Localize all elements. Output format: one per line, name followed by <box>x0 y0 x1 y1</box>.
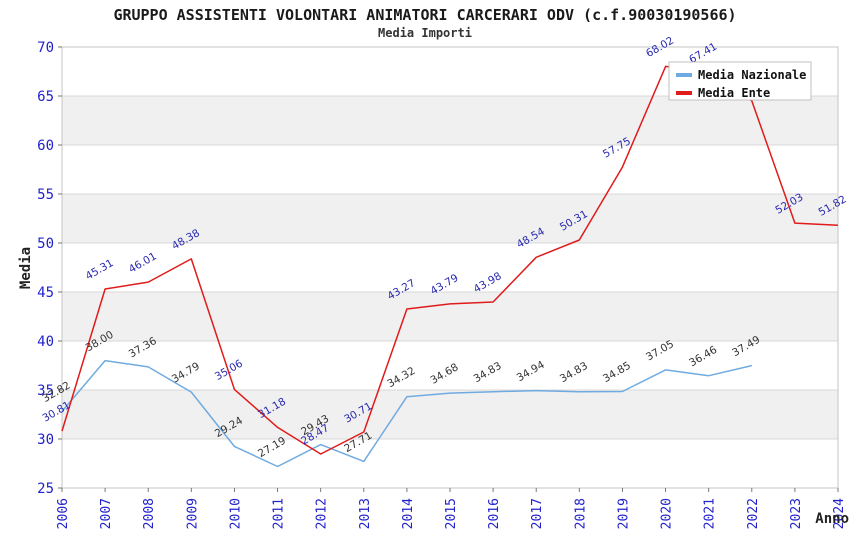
legend-item-media-nazionale: Media Nazionale <box>676 68 806 82</box>
value-label: 35.06 <box>213 357 245 383</box>
legend-box <box>668 61 812 101</box>
y-axis-title: Media <box>18 247 34 289</box>
value-label: 34.83 <box>472 360 504 385</box>
x-tick-label: 2013 <box>358 498 373 529</box>
y-tick-label: 45 <box>37 285 54 301</box>
y-tick-label: 70 <box>37 40 54 56</box>
x-tick-label: 2024 <box>832 498 847 529</box>
value-label: 34.32 <box>385 365 417 390</box>
legend-label-media-ente: Media Ente <box>698 86 770 100</box>
value-label: 34.68 <box>429 361 461 386</box>
value-label: 34.83 <box>558 360 590 385</box>
legend-item-media-ente: Media Ente <box>676 86 770 100</box>
value-label: 34.79 <box>170 360 202 385</box>
x-tick-label: 2023 <box>789 498 804 529</box>
axis-ticks: 25 30 35 40 45 50 55 60 65 70 2006 2007 2008 2009 2010… <box>37 40 847 529</box>
plot-band <box>62 96 838 145</box>
plot-band <box>62 292 838 341</box>
chart-subtitle: Media Importi <box>378 26 472 40</box>
plot-bands <box>62 96 838 439</box>
x-tick-label: 2018 <box>573 498 588 529</box>
value-label: 34.94 <box>515 359 547 385</box>
x-tick-label: 2022 <box>746 498 761 529</box>
y-tick-label: 30 <box>37 432 54 448</box>
y-tick-label: 65 <box>37 89 54 105</box>
chart-title: GRUPPO ASSISTENTI VOLONTARI ANIMATORI CA… <box>113 6 736 24</box>
value-label: 37.05 <box>644 338 676 363</box>
x-tick-label: 2011 <box>272 498 287 529</box>
value-label: 34.85 <box>601 360 633 385</box>
x-tick-label: 2014 <box>401 498 416 529</box>
series-line-media-nazionale <box>61 359 752 468</box>
y-tick-label: 35 <box>37 383 54 399</box>
y-tick-label: 25 <box>37 481 54 497</box>
x-tick-label: 2006 <box>56 498 71 529</box>
value-label: 46.01 <box>127 250 159 275</box>
legend-label-media-nazionale: Media Nazionale <box>698 68 806 82</box>
x-tick-label: 2016 <box>487 498 502 529</box>
x-tick-label: 2017 <box>530 498 545 529</box>
x-tick-label: 2021 <box>703 498 718 529</box>
y-tick-label: 55 <box>37 187 54 203</box>
plot-band <box>62 194 838 243</box>
x-tick-label: 2010 <box>228 498 243 529</box>
value-label: 36.46 <box>687 344 719 370</box>
x-tick-label: 2019 <box>616 498 631 529</box>
x-tick-label: 2009 <box>185 498 200 529</box>
y-tick-label: 50 <box>37 236 54 252</box>
grid-lines <box>62 95 838 440</box>
plot-band <box>62 390 838 439</box>
legend: Media Nazionale Media Ente <box>668 61 812 101</box>
x-tick-label: 2020 <box>660 498 675 529</box>
x-axis-title: Anno <box>815 511 849 527</box>
value-label: 68.02 <box>644 35 676 60</box>
y-tick-label: 40 <box>37 334 54 350</box>
x-tick-label: 2007 <box>99 498 114 529</box>
y-tick-label: 60 <box>37 138 54 154</box>
value-label: 45.31 <box>84 257 116 282</box>
x-tick-label: 2012 <box>315 498 330 529</box>
x-tick-label: 2015 <box>444 498 459 529</box>
x-tick-label: 2008 <box>142 498 157 529</box>
